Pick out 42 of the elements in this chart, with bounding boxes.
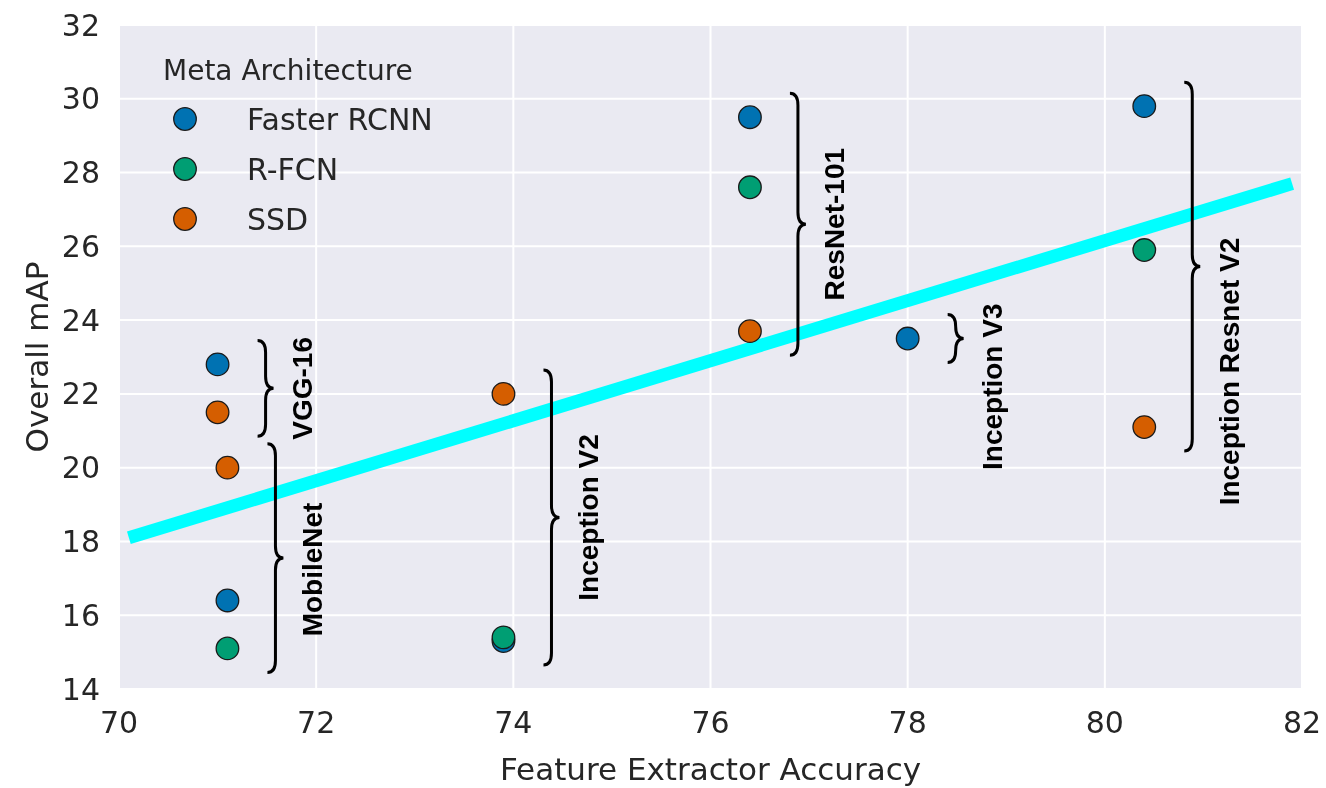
point [1132, 415, 1157, 439]
y-tick-label: 32 [61, 7, 100, 43]
legend-label: SSD [247, 201, 309, 237]
y-tick-label: 16 [61, 597, 100, 633]
point [205, 352, 230, 377]
annotation: ResNet-101 [819, 147, 851, 301]
x-tick-label: 70 [99, 704, 139, 740]
annotation: Inception V2 [572, 434, 604, 601]
point [738, 105, 762, 130]
x-tick-label: 82 [1282, 704, 1322, 740]
point [895, 326, 920, 351]
legend-label: Faster RCNN [247, 101, 433, 137]
x-tick-label: 78 [888, 704, 927, 740]
annotation: Inception V3 [977, 303, 1009, 470]
y-tick-label: 20 [61, 450, 100, 486]
annotation: Inception Resnet V2 [1213, 237, 1245, 506]
x-tick-label: 72 [297, 704, 336, 740]
y-tick-label: 28 [61, 155, 100, 191]
y-tick-label: 26 [61, 228, 100, 264]
x-axis-title: Feature Extractor Accuracy [499, 751, 922, 787]
y-axis-title: Overall mAP [19, 261, 55, 453]
point [738, 175, 762, 200]
annotation: VGG-16 [287, 337, 319, 440]
x-tick-label: 76 [691, 704, 730, 740]
point [215, 636, 240, 661]
y-tick-label: 30 [61, 81, 100, 117]
legend-title: Meta Architecture [163, 53, 413, 87]
point [1132, 94, 1157, 119]
point [205, 400, 230, 425]
point [1132, 238, 1157, 262]
y-tick-label: 24 [61, 302, 100, 338]
point [215, 455, 240, 480]
point [491, 381, 516, 406]
legend-label: R-FCN [247, 151, 339, 187]
point [738, 319, 762, 344]
annotation: MobileNet [296, 502, 328, 637]
y-tick-label: 18 [61, 523, 100, 559]
y-tick-label: 22 [61, 376, 100, 412]
x-tick-label: 80 [1085, 704, 1124, 740]
y-tick-label: 14 [61, 671, 100, 707]
x-tick-label: 74 [494, 704, 533, 740]
point [215, 588, 240, 613]
